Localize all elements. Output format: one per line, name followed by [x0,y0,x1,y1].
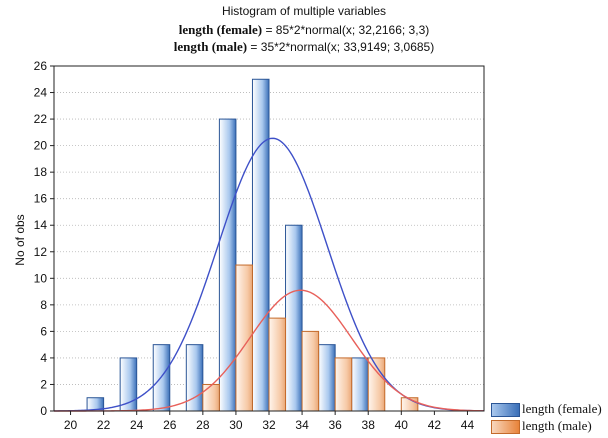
legend-swatch-male [491,420,520,434]
y-tick-label: 26 [34,59,48,73]
y-tick-label: 10 [34,271,48,285]
x-tick-label: 44 [461,418,475,432]
subtitle-male-label: length (male) [173,39,248,54]
x-tick-label: 20 [64,418,78,432]
legend-label-male: length (male) [522,418,592,433]
x-tick-label: 28 [196,418,210,432]
x-tick-label: 38 [362,418,376,432]
y-tick-label: 0 [40,404,47,418]
x-tick-label: 24 [130,418,144,432]
chart-subtitle-male: length (male) = 35*2*normal(x; 33,9149; … [0,39,608,55]
y-tick-label: 4 [40,351,47,365]
legend-swatch-female [491,403,520,417]
bar-female [152,344,171,412]
bar-male [334,357,353,412]
x-tick-label: 34 [295,418,309,432]
x-tick-label: 42 [428,418,442,432]
chart-subtitle-female: length (female) = 85*2*normal(x; 32,2166… [0,22,608,38]
y-tick-label: 16 [34,192,48,206]
subtitle-female-label: length (female) [178,22,263,37]
bar-female [285,224,303,412]
bar-male [202,383,220,412]
x-tick-label: 40 [395,418,409,432]
y-tick-label: 18 [34,165,48,179]
y-tick-label: 12 [34,245,48,259]
bar-male [301,330,320,412]
legend-item-female: length (female) [491,401,605,418]
subtitle-female-formula: = 85*2*normal(x; 32,2166; 3,3) [265,23,430,37]
bar-female [351,357,369,412]
y-tick-label: 22 [34,112,48,126]
legend-item-male: length (male) [491,418,605,435]
y-tick-label: 14 [34,218,48,232]
y-tick-label: 2 [40,377,47,391]
bar-male [268,317,287,412]
y-tick-label: 24 [34,86,48,100]
x-tick-label: 36 [328,418,342,432]
x-tick-label: 22 [97,418,111,432]
bar-female [251,78,270,412]
x-tick-label: 26 [163,418,177,432]
x-tick-label: 32 [262,418,276,432]
bar-female [318,344,336,412]
subtitle-male-formula: = 35*2*normal(x; 33,9149; 3,0685) [250,40,435,54]
x-tick-label: 30 [229,418,243,432]
legend-label-female: length (female) [522,401,602,416]
y-tick-label: 6 [40,324,47,338]
y-tick-label: 20 [34,139,48,153]
legend: length (female) length (male) [491,401,605,435]
chart-title: Histogram of multiple variables [221,4,387,18]
y-tick-label: 8 [40,298,47,312]
